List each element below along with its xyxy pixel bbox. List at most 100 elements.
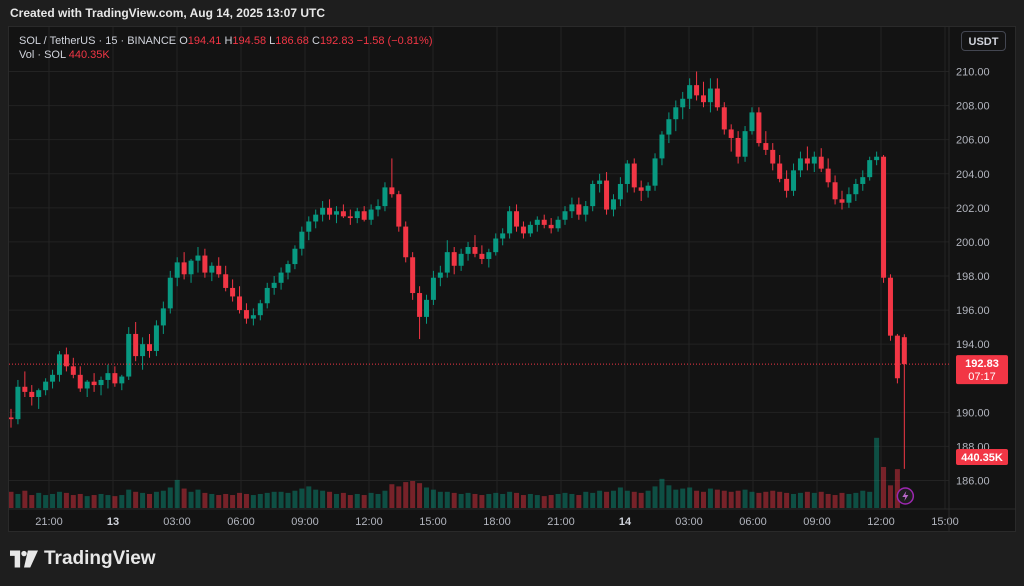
volume-bar	[514, 492, 520, 508]
candle-body	[867, 160, 873, 178]
volume-bar	[887, 485, 893, 508]
candle-body	[555, 219, 561, 229]
candle-body	[486, 252, 492, 259]
chart-panel[interactable]: 210.00 208.00 206.00 204.00 202.00 200.00 198.…	[8, 26, 1016, 532]
volume-bar	[15, 493, 21, 508]
volume-bar	[680, 488, 686, 508]
volume-label[interactable]: Vol · SOL	[19, 49, 66, 61]
candle-body	[174, 262, 180, 278]
volume-bar	[56, 491, 62, 508]
volume-bar	[507, 491, 513, 508]
candle-body	[728, 129, 734, 138]
volume-bar	[250, 495, 256, 508]
candle-body	[167, 277, 173, 309]
volume-bar	[98, 493, 104, 508]
volume-bar	[292, 490, 298, 508]
currency-button[interactable]: USDT	[961, 31, 1006, 51]
candle-body	[839, 199, 845, 203]
volume-bar	[237, 492, 243, 508]
candle-body	[292, 248, 298, 265]
candle-body	[202, 255, 208, 273]
y-tick-label: 198.00	[956, 271, 990, 283]
candle-body	[846, 194, 852, 203]
volume-bar	[756, 492, 762, 508]
symbol-label[interactable]: SOL / TetherUS · 15 · BINANCE	[19, 35, 177, 47]
candle-body	[818, 156, 824, 169]
candle-body	[181, 262, 187, 275]
volume-bar	[230, 495, 236, 508]
x-tick-label: 06:00	[739, 516, 767, 528]
volume-bar	[29, 495, 35, 508]
candle-body	[784, 178, 790, 191]
volume-bar	[707, 488, 713, 508]
candle-body	[119, 376, 125, 384]
candle-body	[534, 219, 540, 225]
volume-bar	[624, 490, 630, 508]
volume-bar	[791, 493, 797, 508]
x-tick-label: 12:00	[867, 516, 895, 528]
volume-bar	[264, 492, 270, 508]
volume-bar	[278, 491, 284, 508]
candle-body	[576, 204, 582, 215]
volume-bar	[209, 493, 215, 508]
candle-body	[597, 180, 603, 184]
candlestick-chart[interactable]: 210.00 208.00 206.00 204.00 202.00 200.00 198.…	[9, 27, 1016, 532]
candle-body	[569, 204, 575, 212]
candle-body	[901, 337, 907, 365]
volume-bar	[472, 493, 478, 508]
candle-body	[250, 315, 256, 319]
candle-body	[742, 131, 748, 157]
volume-bar	[548, 495, 554, 508]
candle-body	[105, 373, 111, 380]
volume-bar	[174, 479, 180, 508]
volume-bar	[493, 492, 499, 508]
candle-body	[396, 194, 402, 227]
candle-body	[160, 308, 166, 326]
candle-body	[832, 182, 838, 200]
candle-body	[230, 287, 236, 297]
volume-bar	[610, 490, 616, 508]
volume-bar	[36, 492, 42, 508]
x-tick-label: 12:00	[355, 516, 383, 528]
volume-bar	[50, 493, 56, 508]
volume-bar	[659, 478, 665, 508]
volume-bar	[424, 487, 429, 508]
volume-bar	[867, 491, 873, 508]
chart-caption: Created with TradingView.com, Aug 14, 20…	[10, 6, 325, 20]
x-tick-label: 03:00	[163, 516, 191, 528]
volume-bar	[583, 491, 589, 508]
volume-bar	[860, 490, 866, 508]
candle-body	[652, 158, 658, 186]
candle-body	[410, 257, 416, 294]
volume-bar	[465, 492, 471, 508]
candle-body	[714, 88, 720, 108]
candle-body	[514, 211, 520, 227]
open-value: 194.41	[187, 35, 222, 47]
tradingview-brand[interactable]: TradingView	[10, 548, 156, 570]
candle-body	[36, 390, 42, 397]
volume-bar	[91, 495, 97, 508]
candle-body	[631, 163, 637, 188]
candle-body	[98, 379, 104, 386]
volume-bar	[188, 491, 194, 508]
volume-bar	[112, 496, 118, 508]
volume-bar	[811, 492, 817, 508]
volume-bar	[541, 496, 547, 508]
volume-bar	[784, 492, 790, 508]
volume-bar	[645, 490, 651, 508]
volume-bar	[825, 493, 831, 508]
candle-body	[763, 143, 769, 150]
candle-body	[22, 386, 28, 392]
candle-body	[735, 137, 741, 157]
volume-bar	[638, 492, 644, 508]
y-tick-label: 206.00	[956, 135, 990, 147]
x-tick-label: 15:00	[931, 516, 959, 528]
volume-bar	[368, 492, 374, 508]
candle-body	[874, 156, 880, 161]
volume-bar	[763, 491, 769, 508]
candle-body	[749, 112, 755, 132]
volume-bar	[673, 489, 679, 508]
candle-body	[375, 206, 381, 210]
volume-bar	[160, 490, 166, 508]
volume-bar	[590, 492, 596, 508]
